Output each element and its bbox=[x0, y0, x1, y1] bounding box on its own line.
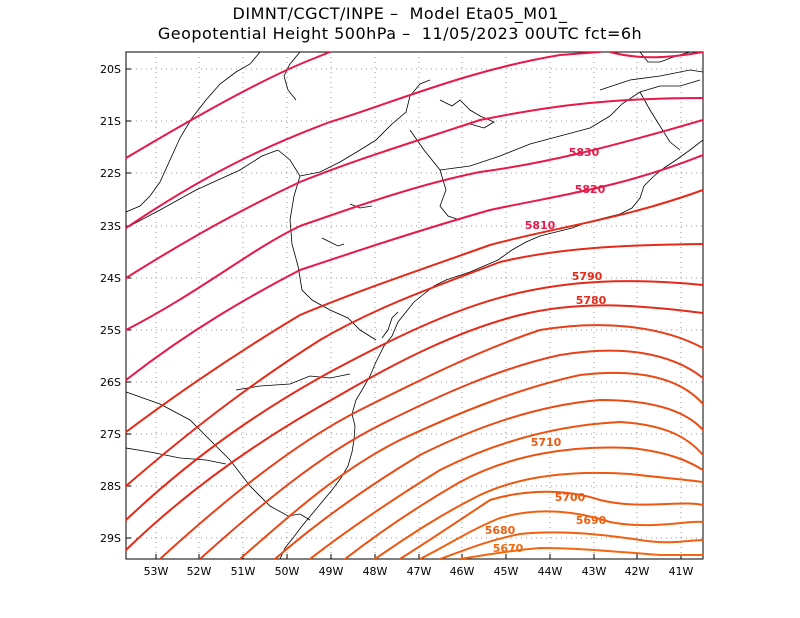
paranagua-bay bbox=[381, 311, 399, 339]
contour-label: 5690 bbox=[576, 514, 607, 527]
contour-label: 5700 bbox=[555, 491, 586, 504]
state-border-go bbox=[283, 52, 301, 101]
state-border-ms bbox=[126, 149, 279, 229]
contour-line bbox=[126, 119, 703, 331]
lon-label: 50W bbox=[275, 565, 300, 578]
lat-label: 23S bbox=[100, 220, 121, 233]
contour-line bbox=[374, 471, 703, 559]
lon-label: 42W bbox=[625, 565, 650, 578]
contour-label: 5810 bbox=[525, 219, 556, 232]
contour-line bbox=[126, 52, 331, 159]
contour-label: 5820 bbox=[575, 183, 606, 196]
latitude-labels: 20S 21S 22S 23S 24S 25S 26S 27S 28S 29S bbox=[100, 63, 121, 545]
contour-line bbox=[609, 52, 703, 59]
contour-line bbox=[419, 510, 703, 559]
contour-line bbox=[126, 189, 703, 433]
lon-label: 53W bbox=[144, 565, 169, 578]
contour-line bbox=[126, 304, 703, 551]
contour-line bbox=[126, 52, 601, 229]
contour-line bbox=[399, 490, 703, 559]
lon-label: 49W bbox=[319, 565, 344, 578]
state-border-sc-rs bbox=[126, 391, 311, 521]
lon-label: 47W bbox=[407, 565, 432, 578]
lat-label: 20S bbox=[100, 63, 121, 76]
state-border-go-ms bbox=[126, 52, 261, 213]
state-border-pr-sc bbox=[235, 373, 351, 391]
state-border-es-mg-south bbox=[639, 91, 681, 151]
reservoir-parana bbox=[321, 237, 345, 247]
lat-label: 28S bbox=[100, 480, 121, 493]
state-border-sp-mg bbox=[299, 79, 431, 177]
longitude-labels: 53W 52W 51W 50W 49W 48W 47W 46W 45W 44W … bbox=[144, 565, 694, 578]
lat-label: 22S bbox=[100, 167, 121, 180]
geopotential-contours bbox=[126, 52, 703, 559]
map-title-line1: DIMNT/CGCT/INPE – Model Eta05_M01_ bbox=[232, 4, 568, 23]
contour-line bbox=[274, 398, 703, 559]
contour-line bbox=[199, 349, 703, 559]
state-border-sp-rj bbox=[409, 129, 461, 221]
river-tiete bbox=[349, 203, 373, 209]
lon-label: 45W bbox=[494, 565, 519, 578]
lon-label: 52W bbox=[187, 565, 212, 578]
state-border-north bbox=[599, 69, 703, 91]
lon-label: 51W bbox=[231, 565, 256, 578]
contour-line bbox=[126, 97, 703, 279]
contour-line bbox=[239, 371, 703, 559]
lat-label: 29S bbox=[100, 532, 121, 545]
lat-label: 27S bbox=[100, 428, 121, 441]
contour-label: 5710 bbox=[531, 436, 562, 449]
reservoir-furnas bbox=[439, 99, 495, 129]
contour-line bbox=[309, 420, 703, 559]
lon-label: 43W bbox=[582, 565, 607, 578]
contour-line bbox=[439, 531, 703, 559]
contour-line bbox=[344, 446, 703, 559]
border-argentina bbox=[126, 447, 227, 465]
graticule bbox=[126, 52, 703, 559]
lon-label: 41W bbox=[669, 565, 694, 578]
axis-ticks bbox=[126, 68, 682, 559]
lon-label: 44W bbox=[538, 565, 563, 578]
lat-label: 25S bbox=[100, 324, 121, 337]
contour-label: 5780 bbox=[576, 294, 607, 307]
map-title-line2: Geopotential Height 500hPa – 11/05/2023 … bbox=[157, 24, 643, 43]
contour-line bbox=[126, 154, 703, 381]
contour-line bbox=[126, 280, 703, 521]
contour-label: 5830 bbox=[569, 146, 600, 159]
lat-label: 26S bbox=[100, 376, 121, 389]
contour-line bbox=[126, 243, 703, 487]
contour-line bbox=[159, 324, 703, 559]
contour-line bbox=[459, 546, 703, 559]
lon-label: 46W bbox=[450, 565, 475, 578]
contour-value-labels: 5830 5820 5810 5790 5780 5710 5700 5690 … bbox=[485, 146, 607, 555]
contour-label: 5680 bbox=[485, 524, 516, 537]
lat-label: 21S bbox=[100, 115, 121, 128]
state-border-mg-es bbox=[439, 79, 701, 171]
lon-label: 48W bbox=[363, 565, 388, 578]
lat-label: 24S bbox=[100, 272, 121, 285]
contour-label: 5790 bbox=[572, 270, 603, 283]
contour-label: 5670 bbox=[493, 542, 524, 555]
